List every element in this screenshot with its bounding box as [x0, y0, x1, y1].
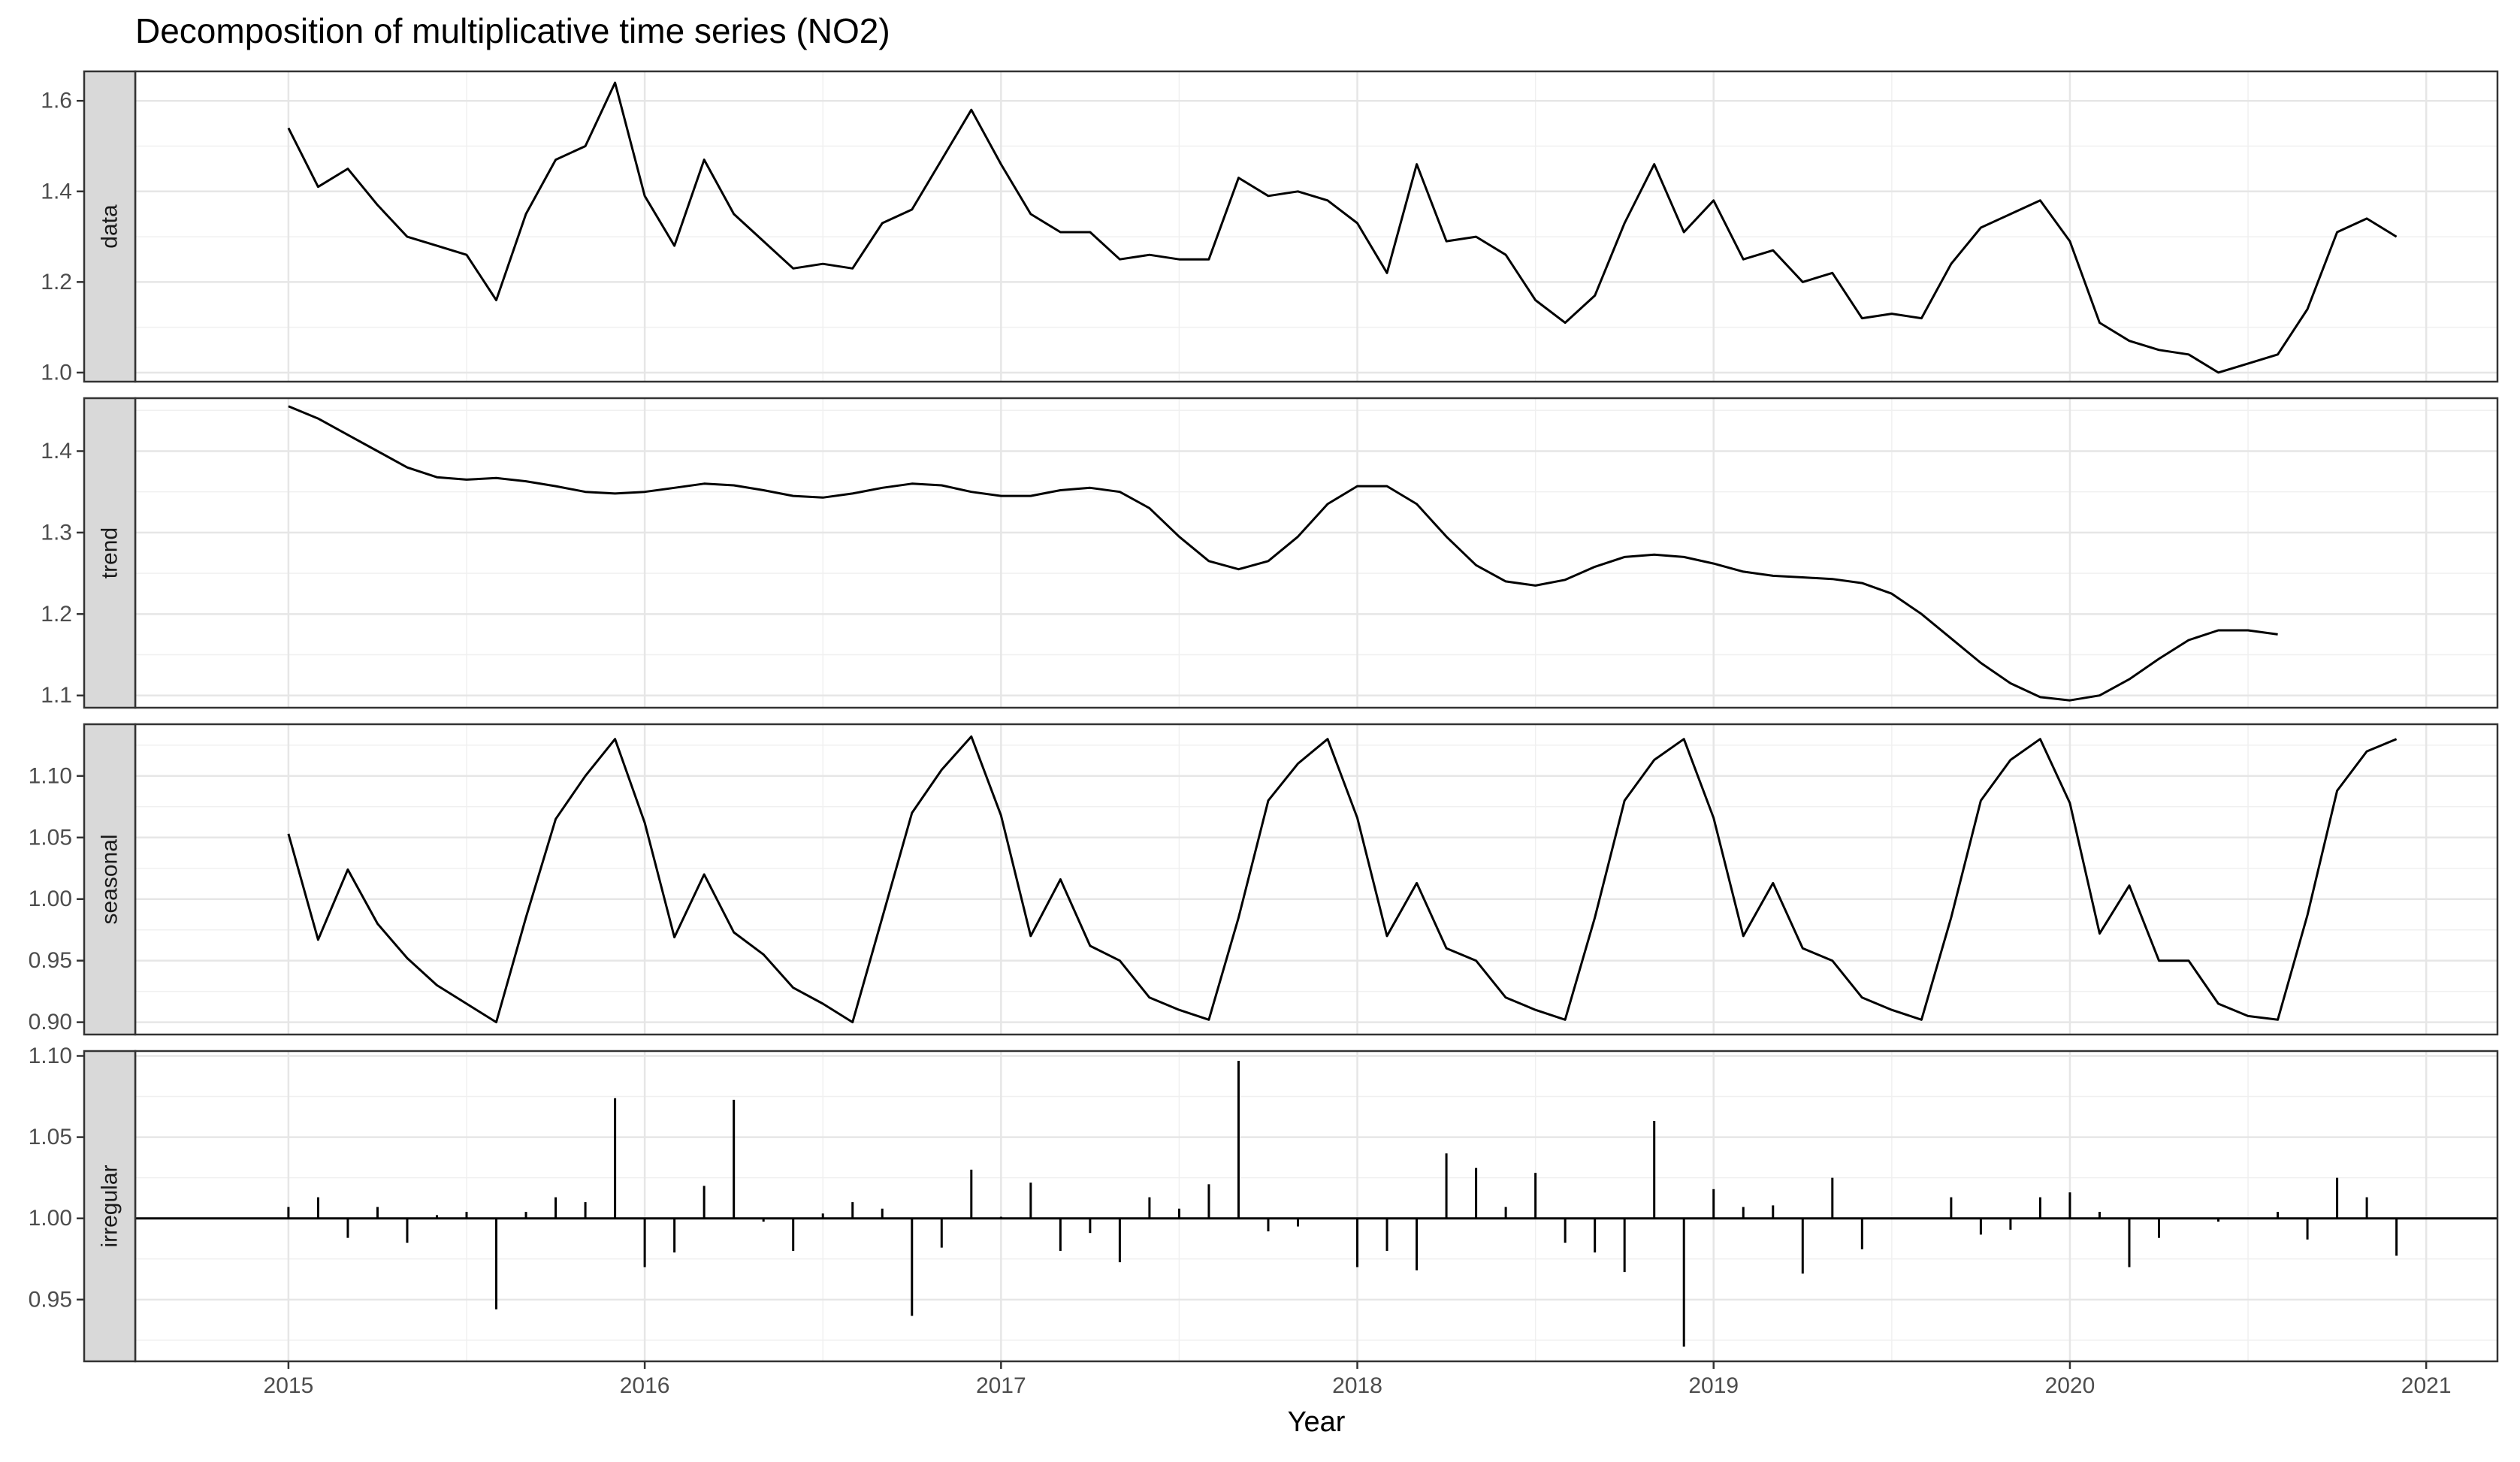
series-line-seasonal	[287, 735, 2398, 1024]
y-tick-label: 1.00	[29, 1206, 72, 1231]
y-tick-label: 1.0	[41, 360, 72, 385]
strip-seasonal	[83, 723, 137, 1036]
y-tick-label: 1.2	[41, 602, 72, 627]
strip-label: trend	[98, 527, 122, 578]
chart-title: Decomposition of multiplicative time ser…	[135, 11, 890, 50]
strip-trend	[83, 397, 137, 709]
panel-background-trend	[135, 398, 2497, 708]
y-tick-label: 0.90	[29, 1010, 72, 1035]
panel-background-seasonal	[135, 724, 2497, 1035]
y-tick-label: 1.1	[41, 683, 72, 708]
strip-data	[83, 70, 137, 383]
strip-label: data	[98, 204, 122, 249]
panel-data: data 1.0 1.2 1.4 1.6	[41, 70, 2499, 385]
panel-background-irregular	[135, 1051, 2497, 1361]
x-tick-label: 2020	[2045, 1373, 2095, 1398]
panel-background-data	[135, 71, 2497, 382]
y-tick-label: 1.2	[41, 270, 72, 295]
strip-irregular	[83, 1050, 137, 1363]
strip-label: irregular	[98, 1164, 122, 1247]
x-tick-label: 2019	[1688, 1373, 1739, 1398]
series-line-data	[287, 81, 2398, 374]
x-tick-label: 2016	[620, 1373, 670, 1398]
y-tick-label: 1.05	[29, 825, 72, 850]
y-tick-label: 1.4	[41, 439, 72, 464]
panel-irregular: irregular 0.95 1.00 1.05 1.10	[29, 1044, 2499, 1363]
y-tick-label: 1.10	[29, 763, 72, 788]
y-tick-label: 1.6	[41, 89, 72, 113]
strip-label: seasonal	[98, 834, 122, 924]
y-tick-label: 1.4	[41, 179, 72, 204]
x-tick-label: 2017	[976, 1373, 1026, 1398]
panel-trend: trend 1.1 1.2 1.3 1.4	[41, 397, 2499, 709]
x-tick-label: 2015	[264, 1373, 314, 1398]
y-tick-label: 1.3	[41, 520, 72, 545]
x-tick-label: 2021	[2401, 1373, 2452, 1398]
y-tick-label: 0.95	[29, 948, 72, 973]
series-line-trend	[288, 405, 2278, 702]
y-tick-label: 1.05	[29, 1125, 72, 1149]
x-tick-label: 2018	[1332, 1373, 1382, 1398]
y-tick-label: 1.00	[29, 887, 72, 911]
x-axis-title: Year	[1288, 1406, 1346, 1438]
panel-seasonal: seasonal 0.90 0.95 1.00 1.05 1.10	[29, 723, 2499, 1036]
y-tick-label: 1.10	[29, 1044, 72, 1068]
y-tick-label: 0.95	[29, 1287, 72, 1312]
